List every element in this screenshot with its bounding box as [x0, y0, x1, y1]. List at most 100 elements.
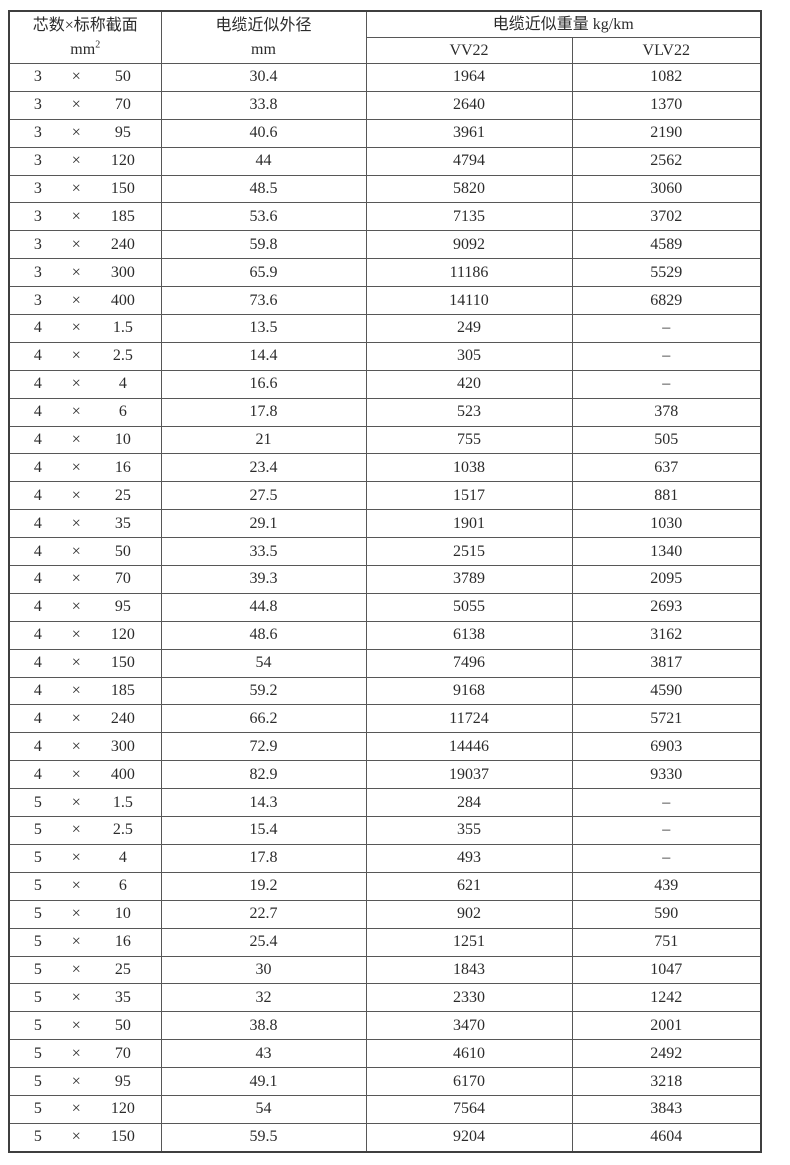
core-section-inner: 5 × 120	[10, 1100, 160, 1118]
vlv22-weight-cell: 2693	[571, 592, 762, 622]
section-size: 240	[110, 235, 135, 253]
core-count: 4	[33, 765, 42, 783]
core-section-inner: 4 × 35	[10, 514, 160, 533]
vv22-weight-cell: 1251	[365, 927, 573, 957]
multiply-sign: ×	[71, 821, 81, 839]
vlv22-weight-cell: –	[571, 341, 762, 371]
core-section-cell: 3 × 70	[8, 90, 162, 120]
table-row: 3 × 400 73.6 14110 6829	[8, 286, 762, 316]
core-section-cell: 4 × 6	[8, 397, 162, 427]
core-count: 3	[33, 152, 42, 170]
core-count: 3	[33, 96, 42, 114]
core-count: 5	[33, 1044, 42, 1062]
multiply-sign: ×	[71, 263, 81, 281]
core-count: 4	[33, 682, 42, 700]
core-section-inner: 5 × 1.5	[10, 793, 160, 812]
table-row: 3 × 95 40.6 3961 2190	[8, 118, 762, 148]
core-count: 5	[33, 960, 42, 978]
section-size: 300	[110, 737, 135, 755]
core-section-inner: 5 × 4	[10, 849, 160, 867]
vlv22-weight-cell: 3702	[571, 202, 762, 232]
core-count: 4	[33, 598, 42, 616]
core-section-cell: 4 × 150	[8, 648, 162, 678]
section-size: 2.5	[112, 347, 133, 365]
outer-diameter-cell: 43	[160, 1039, 367, 1069]
header-outer-diameter-unit: mm	[251, 40, 276, 58]
outer-diameter-cell: 65.9	[160, 258, 367, 288]
core-section-inner: 5 × 150	[10, 1128, 160, 1146]
table-row: 5 × 50 38.8 3470 2001	[8, 1011, 762, 1041]
core-count: 4	[33, 514, 42, 532]
section-size: 25	[114, 486, 131, 504]
core-count: 5	[33, 877, 42, 895]
core-section-cell: 5 × 25	[8, 955, 162, 985]
core-section-cell: 5 × 120	[8, 1094, 162, 1124]
multiply-sign: ×	[71, 960, 81, 978]
core-section-cell: 5 × 50	[8, 1011, 162, 1041]
core-section-inner: 4 × 1.5	[10, 319, 160, 337]
outer-diameter-cell: 15.4	[160, 816, 367, 845]
table-row: 5 × 150 59.5 9204 4604	[8, 1122, 762, 1153]
vlv22-weight-cell: 1030	[571, 509, 762, 539]
outer-diameter-cell: 17.8	[160, 397, 367, 427]
multiply-sign: ×	[71, 709, 81, 727]
vv22-weight-cell: 7496	[365, 648, 573, 678]
section-size: 185	[110, 682, 135, 700]
multiply-sign: ×	[71, 403, 81, 421]
vv22-weight-cell: 2330	[365, 983, 573, 1013]
core-count: 5	[33, 821, 42, 839]
vv22-weight-cell: 2640	[365, 90, 573, 120]
vlv22-weight-cell: 3060	[571, 174, 762, 204]
section-size: 120	[110, 152, 135, 170]
vv22-weight-cell: 1901	[365, 509, 573, 539]
vlv22-weight-cell: 3817	[571, 648, 762, 678]
vlv22-weight-cell: 6829	[571, 286, 762, 316]
vlv22-weight-cell: 378	[571, 397, 762, 427]
core-section-cell: 5 × 16	[8, 927, 162, 957]
header-vlv22: VLV22	[571, 37, 762, 64]
core-count: 5	[33, 793, 42, 811]
vlv22-weight-cell: 5529	[571, 258, 762, 288]
section-size: 120	[110, 626, 135, 644]
vv22-weight-cell: 493	[365, 843, 573, 873]
core-section-cell: 5 × 70	[8, 1039, 162, 1069]
section-size: 70	[114, 96, 131, 114]
multiply-sign: ×	[71, 765, 81, 783]
vv22-weight-cell: 523	[365, 397, 573, 427]
core-section-cell: 3 × 240	[8, 230, 162, 260]
outer-diameter-cell: 54	[160, 648, 367, 678]
multiply-sign: ×	[71, 1128, 81, 1146]
table-row: 4 × 300 72.9 14446 6903	[8, 732, 762, 762]
core-count: 4	[33, 431, 42, 449]
vlv22-weight-cell: 5721	[571, 704, 762, 734]
vv22-weight-cell: 5055	[365, 592, 573, 622]
vv22-weight-cell: 4794	[365, 146, 573, 176]
table-row: 4 × 6 17.8 523 378	[8, 397, 762, 427]
vv22-weight-cell: 284	[365, 788, 573, 818]
vlv22-weight-cell: 4604	[571, 1122, 762, 1153]
vv22-weight-cell: 9204	[365, 1122, 573, 1153]
section-size: 6	[118, 403, 127, 421]
core-section-inner: 5 × 16	[10, 933, 160, 951]
vv22-weight-cell: 1843	[365, 955, 573, 985]
outer-diameter-cell: 53.6	[160, 202, 367, 232]
vlv22-weight-cell: 637	[571, 453, 762, 483]
table-body: 3 × 50 30.4 1964 1082 3 × 70 33.8 2640 1…	[8, 63, 762, 1153]
outer-diameter-cell: 73.6	[160, 286, 367, 316]
core-section-cell: 5 × 6	[8, 871, 162, 901]
outer-diameter-cell: 66.2	[160, 704, 367, 734]
section-size: 150	[110, 1128, 135, 1146]
multiply-sign: ×	[71, 654, 81, 672]
table-row: 4 × 50 33.5 2515 1340	[8, 537, 762, 567]
vv22-weight-cell: 755	[365, 425, 573, 455]
core-count: 4	[33, 709, 42, 727]
multiply-sign: ×	[71, 180, 81, 197]
outer-diameter-cell: 48.6	[160, 620, 367, 650]
table-row: 5 × 10 22.7 902 590	[8, 899, 762, 929]
core-section-cell: 4 × 25	[8, 481, 162, 511]
core-count: 3	[33, 124, 42, 142]
vlv22-weight-cell: 2492	[571, 1039, 762, 1069]
core-section-inner: 3 × 150	[10, 180, 160, 198]
section-size: 4	[118, 375, 127, 393]
multiply-sign: ×	[71, 486, 81, 504]
